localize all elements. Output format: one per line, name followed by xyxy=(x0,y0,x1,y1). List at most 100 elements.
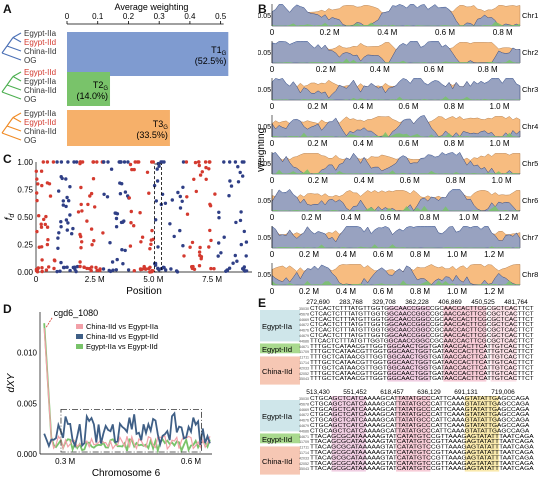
panel-c-point xyxy=(121,220,125,224)
panel-c-point xyxy=(94,265,98,270)
panel-a-tick-label: 0.5 xyxy=(215,12,227,21)
panel-e-highlight xyxy=(443,306,487,382)
panel-c-point xyxy=(42,217,46,222)
panel-c-point xyxy=(80,209,84,213)
panel-c-point xyxy=(89,268,93,273)
panel-b-area-t1 xyxy=(271,264,521,286)
panel-b-ytick: 0.05 xyxy=(258,87,271,94)
panel-c-point xyxy=(65,265,69,269)
panel-c-point xyxy=(128,162,133,167)
panel-c-point xyxy=(67,199,71,203)
panel-c-point xyxy=(228,160,232,164)
panel-c-xtick: 5.0 M xyxy=(143,275,163,284)
panel-a-tree-taxon: Egypt-IIa xyxy=(24,109,57,118)
panel-c-point xyxy=(198,245,202,250)
panel-c-point xyxy=(37,214,41,218)
panel-b-xtick: 1.0 M xyxy=(490,139,510,148)
panel-a-bar-label: T2G xyxy=(93,80,109,92)
panel-e-sample-id: 44671 xyxy=(299,345,309,349)
panel-c-point xyxy=(139,240,143,244)
panel-e-sequence-row: CTGCAGCTCATCAAAAGCATTATATGCCCATTCAAAGTAT… xyxy=(310,423,530,429)
panel-b-xtick: 1.0 M xyxy=(447,287,467,296)
panel-c-point xyxy=(40,183,44,188)
panel-c-point xyxy=(200,170,204,174)
panel-e-sequence-row: CTCACTCTTTATGTTGGTGGCAACCGGCCGCAACCACTTC… xyxy=(310,328,534,334)
panel-c-point xyxy=(244,269,249,273)
panel-c-point xyxy=(241,267,245,271)
panel-c-point xyxy=(216,254,220,258)
panel-c-point xyxy=(59,225,63,229)
panel-c-point xyxy=(111,268,115,272)
panel-c-point xyxy=(150,269,154,273)
panel-c-point xyxy=(79,246,83,250)
panel-c-point xyxy=(110,260,115,264)
panel-b-xtick: 0.8 M xyxy=(419,213,439,222)
panel-c-point xyxy=(156,161,160,166)
panel-b-xtick: 0.4 M xyxy=(353,139,373,148)
panel-e-position: 513,430 xyxy=(306,389,330,396)
panel-e-sequence-row: CTCACTCTTTATGTTGGTGGCAACCGGCCGCAACCACTTC… xyxy=(310,322,534,328)
panel-b-track-chr1: 0.05 Chr1 0 0.2 M 0.4 M 0.6 M 0.8 M xyxy=(258,4,538,37)
panel-b-track-chr7: 0.05 Chr7 0 0.2 M 0.4 M 0.6 M 0.8 M 1.0 M 1.2 M xyxy=(258,225,538,259)
panel-c-point xyxy=(105,195,110,199)
panel-e-sample-id: 11714 xyxy=(299,451,309,455)
panel-a-tree-branch xyxy=(12,76,22,82)
panel-c-point xyxy=(178,194,182,199)
panel-e-sequence-row: TTACAGCGCATAAAAAGTATCATATGTCCGTTAAAGAGTA… xyxy=(310,434,534,440)
panel-a-tree-branch xyxy=(12,112,22,118)
panel-c-point xyxy=(244,254,248,258)
panel-c-point xyxy=(208,228,212,233)
panel-e-sample-id: 44671 xyxy=(299,435,309,439)
panel-e-sample-id: 35043 xyxy=(299,467,309,471)
panel-c-point xyxy=(143,267,148,271)
panel-c-point xyxy=(64,218,69,222)
panel-a-tree-taxon: OG xyxy=(24,136,36,145)
panel-e-sequence-row: TTTGCTCATAACGTTGGTGGCAACTGGTGATAACCACTTC… xyxy=(310,355,534,361)
panel-c-point xyxy=(213,192,217,196)
panel-b-chr-label: Chr3 xyxy=(522,85,538,94)
panel-b-xtick: 0.2 M xyxy=(308,176,328,185)
panel-c-point xyxy=(154,199,158,203)
panel-a-tree-branch xyxy=(1,125,8,134)
panel-c-point xyxy=(241,174,245,178)
panel-e-sample-id: 42033 xyxy=(299,456,309,460)
panel-c-point xyxy=(93,205,97,209)
panel-c-point xyxy=(190,240,195,245)
panel-a-bar-percent: (52.5%) xyxy=(195,56,227,66)
panel-c-point xyxy=(61,199,65,203)
panel-a-tree-branch xyxy=(6,125,22,132)
panel-c-point xyxy=(128,244,133,248)
panel-c-point xyxy=(55,160,59,164)
panel-c-point xyxy=(127,196,131,200)
panel-c-point xyxy=(101,160,106,164)
panel-c-point xyxy=(64,204,68,209)
panel-e-sample-id: 45678 xyxy=(299,312,309,316)
panel-c-point xyxy=(155,167,159,171)
panel-c-point xyxy=(109,167,114,171)
panel-e-position: 329,708 xyxy=(372,299,396,306)
panel-b-xtick: 0.6 M xyxy=(400,176,420,185)
panel-b-chr-label: Chr1 xyxy=(522,11,538,20)
panel-label-e: E xyxy=(258,296,267,310)
panel-b-xtick: 0 xyxy=(270,139,275,148)
panel-c-point xyxy=(37,245,41,249)
panel-b-xtick: 0.4 M xyxy=(377,28,397,37)
panel-e-sequence-row: CTGCAGCTCATCAAAAGCATTATATGCCCATTCAAAGTAT… xyxy=(310,428,530,434)
panel-c-point xyxy=(235,259,239,263)
panel-c-point xyxy=(45,242,50,247)
panel-c-point xyxy=(121,262,125,266)
panel-b-xtick: 0.4 M xyxy=(341,213,361,222)
panel-c-point xyxy=(197,264,202,268)
panel-c-point xyxy=(168,222,172,226)
panel-c-point xyxy=(234,220,238,225)
panel-c-xtick: 2.5 M xyxy=(85,275,105,284)
panel-c-point xyxy=(88,194,92,198)
panel-c-point xyxy=(85,266,89,271)
panel-c-point xyxy=(64,177,68,181)
panel-e-sample-id: 44676 xyxy=(299,419,309,423)
panel-c-point xyxy=(190,266,194,271)
panel-c-xlabel: Position xyxy=(126,286,162,297)
panel-b-ytick: 0.05 xyxy=(258,124,271,131)
panel-b-xtick: 0 xyxy=(270,287,275,296)
panel-d-ytick: 0.010 xyxy=(17,349,38,358)
